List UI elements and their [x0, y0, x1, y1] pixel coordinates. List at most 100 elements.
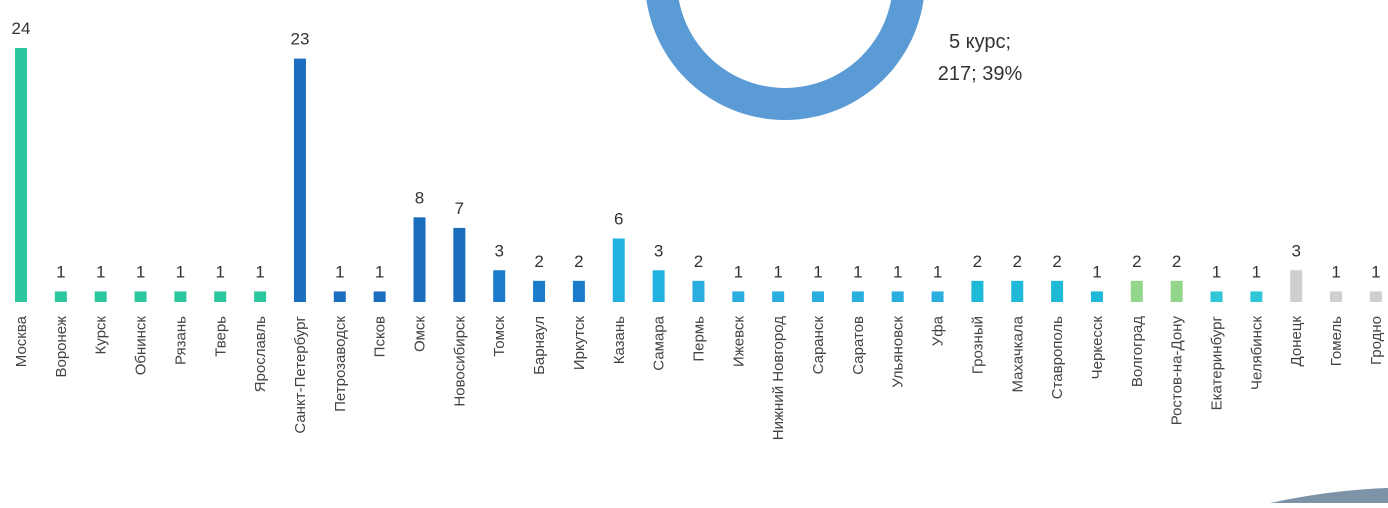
value-label: 2 — [1132, 252, 1141, 271]
value-label: 3 — [1291, 241, 1300, 260]
bar — [732, 291, 745, 302]
value-label: 1 — [1252, 262, 1261, 281]
x-tick-label: Томск — [491, 316, 508, 357]
x-tick-label: Санкт-Петербург — [292, 315, 309, 433]
bar — [54, 291, 67, 302]
value-label: 3 — [494, 241, 503, 260]
bar — [1090, 291, 1103, 302]
bar — [333, 291, 346, 302]
x-tick-label: Гомель — [1328, 316, 1345, 366]
x-tick-label: Ростов-на-Дону — [1169, 316, 1186, 426]
x-tick-label: Екатеринбург — [1209, 315, 1226, 410]
bar — [1250, 291, 1263, 302]
bar — [533, 280, 546, 302]
bar — [1051, 280, 1064, 302]
value-label: 2 — [574, 252, 583, 271]
donut-value-label: 217; 39% — [938, 63, 1023, 85]
bar — [812, 291, 824, 302]
decoration — [1270, 488, 1388, 503]
bar — [174, 291, 187, 302]
value-label: 2 — [694, 252, 703, 271]
value-label: 1 — [734, 262, 743, 281]
value-label: 2 — [1052, 252, 1061, 271]
x-tick-label: Казань — [611, 316, 628, 364]
bar — [572, 280, 585, 302]
bar — [851, 291, 864, 302]
x-tick-label: Саранск — [810, 316, 827, 375]
x-tick-label: Псков — [372, 316, 389, 357]
value-label: 1 — [96, 262, 105, 281]
bar — [373, 291, 386, 302]
value-label: 1 — [375, 262, 384, 281]
value-label: 3 — [654, 241, 663, 260]
bar — [214, 291, 227, 302]
x-tick-label: Воронеж — [53, 316, 70, 378]
x-tick-label: Ставрополь — [1049, 316, 1066, 399]
value-label: 2 — [534, 252, 543, 271]
value-label: 1 — [933, 262, 942, 281]
x-tick-label: Москва — [13, 315, 30, 367]
value-label: 23 — [290, 30, 309, 49]
x-tick-label: Иркутск — [571, 316, 588, 371]
x-tick-label: Волгоград — [1129, 316, 1146, 387]
x-tick-label: Гродно — [1368, 316, 1385, 365]
value-label: 1 — [56, 262, 65, 281]
x-tick-label: Новосибирск — [451, 316, 468, 407]
bar — [931, 291, 944, 302]
x-tick-label: Ижевск — [730, 316, 747, 367]
x-tick-label: Махачкала — [1009, 315, 1026, 392]
value-label: 1 — [773, 262, 782, 281]
bar — [134, 291, 147, 302]
x-tick-label: Уфа — [930, 315, 947, 346]
bar — [1210, 291, 1223, 302]
value-label: 1 — [1092, 262, 1101, 281]
bar — [293, 58, 306, 303]
value-label: 8 — [415, 188, 424, 207]
donut-arc — [646, 0, 924, 120]
x-tick-label: Ярославль — [252, 316, 269, 392]
x-tick-label: Черкесск — [1089, 316, 1106, 380]
bar — [772, 291, 785, 302]
x-tick-label: Омск — [412, 316, 429, 352]
bar — [1011, 280, 1024, 302]
bar — [1369, 291, 1382, 302]
bar — [453, 227, 466, 302]
bar — [971, 280, 984, 302]
bar — [1290, 270, 1303, 302]
bar — [1130, 280, 1143, 302]
x-tick-label: Саратов — [850, 316, 867, 375]
x-tick-label: Петрозаводск — [332, 316, 349, 412]
bar — [15, 48, 27, 302]
bar — [254, 291, 267, 302]
x-tick-label: Ульяновск — [890, 316, 907, 388]
value-label: 6 — [614, 210, 623, 229]
value-label: 2 — [973, 252, 982, 271]
bar — [413, 217, 426, 302]
value-label: 7 — [455, 199, 464, 218]
x-tick-label: Грозный — [969, 316, 986, 374]
bar — [652, 270, 665, 302]
x-tick-label: Барнаул — [531, 316, 548, 375]
value-label: 1 — [176, 262, 185, 281]
value-label: 1 — [813, 262, 822, 281]
bar — [94, 291, 107, 302]
value-label: 1 — [216, 262, 225, 281]
x-tick-label: Рязань — [172, 316, 189, 365]
x-tick-label: Обнинск — [133, 316, 150, 376]
value-label: 1 — [335, 262, 344, 281]
value-label: 1 — [136, 262, 145, 281]
bar — [1170, 280, 1183, 302]
x-tick-label: Тверь — [212, 316, 229, 357]
x-tick-label: Донецк — [1288, 316, 1305, 367]
value-label: 1 — [255, 262, 264, 281]
bar — [1330, 291, 1343, 302]
x-tick-label: Пермь — [690, 316, 707, 362]
value-label: 2 — [1013, 252, 1022, 271]
x-tick-label: Самара — [651, 315, 668, 370]
value-label: 1 — [893, 262, 902, 281]
bar — [692, 280, 705, 302]
donut-label: 5 курс; — [949, 31, 1011, 53]
value-label: 1 — [853, 262, 862, 281]
value-label: 1 — [1331, 262, 1340, 281]
